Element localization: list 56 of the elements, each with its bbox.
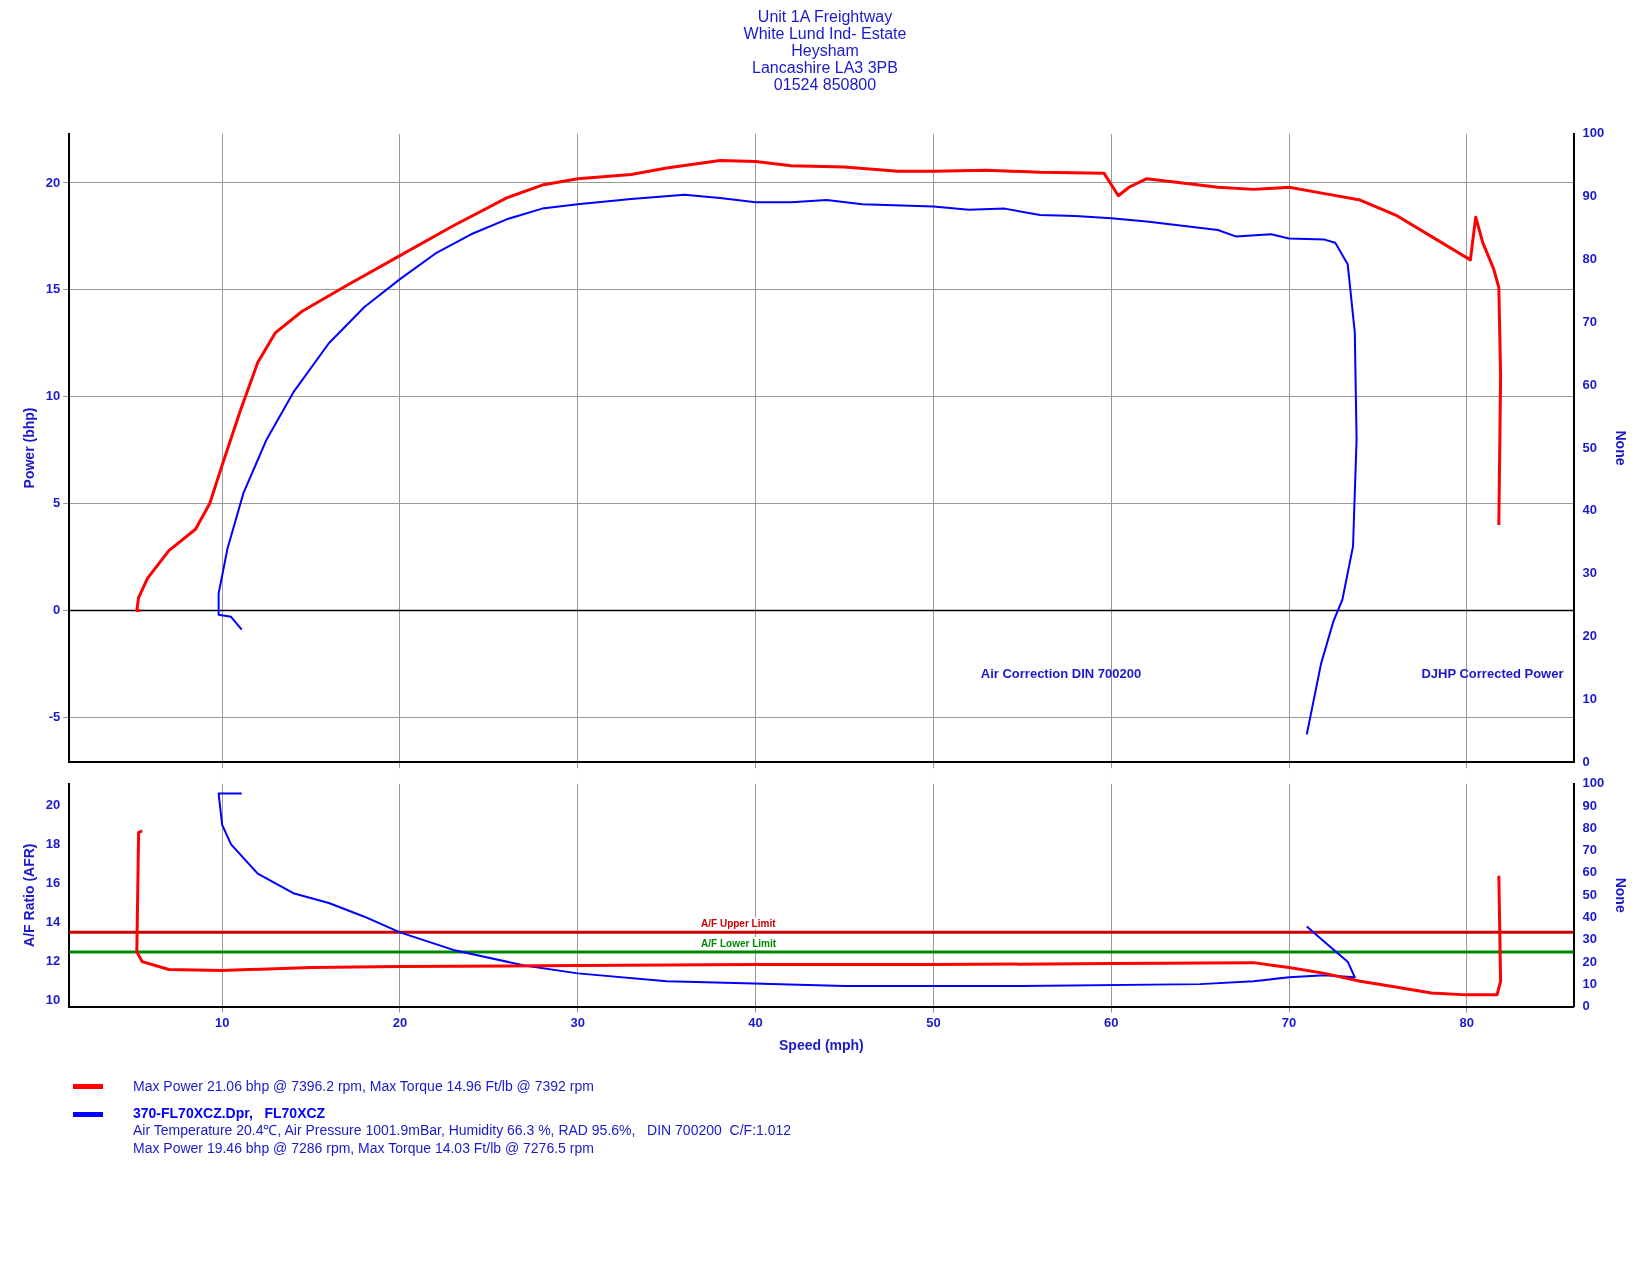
y-axis-title: A/F Ratio (AFR) — [21, 843, 38, 947]
y2-axis-title: None — [1612, 877, 1629, 913]
x-tick-label: 70 — [1281, 1014, 1297, 1030]
x-tick-label: 80 — [1459, 1014, 1475, 1030]
y-tick-label: 20 — [45, 796, 61, 812]
annotation: Air Correction DIN 700200 — [980, 665, 1142, 681]
y2-tick-label: 80 — [1582, 251, 1597, 267]
y2-tick-label: 90 — [1582, 188, 1597, 204]
y-tick-label: 0 — [53, 602, 61, 618]
y2-tick-label: 100 — [1582, 775, 1605, 791]
y-tick-label: 12 — [45, 953, 61, 969]
text: Max Power 21.06 bhp @ 7396.2 rpm, Max Torque 14.96 Ft/lb @ 7392 rpm — [133, 1077, 594, 1095]
text: Air Temperature 20.4℃, Air Pressure 1001.9mBar, Humidity 66.3 %, RAD 95.6%, DIN 700200 C/F:1.012 — [133, 1121, 792, 1139]
y2-tick-label: 40 — [1582, 909, 1597, 925]
y-tick-label: 10 — [45, 388, 61, 404]
y-tick-label: -5 — [48, 708, 61, 724]
y2-tick-label: 50 — [1582, 886, 1597, 902]
y2-tick-label: 60 — [1582, 376, 1597, 392]
y2-tick-label: 50 — [1582, 439, 1597, 455]
x-tick-label: 20 — [392, 1014, 408, 1030]
y-tick-label: 15 — [45, 281, 61, 297]
y2-tick-label: 40 — [1582, 502, 1597, 518]
y-tick-label: 18 — [45, 835, 61, 851]
y2-tick-label: 60 — [1582, 864, 1597, 880]
y2-tick-label: 70 — [1582, 842, 1597, 858]
x-tick-label: 60 — [1103, 1014, 1119, 1030]
text: Max Power 19.46 bhp @ 7286 rpm, Max Torque 14.03 Ft/lb @ 7276.5 rpm — [133, 1139, 595, 1157]
y2-tick-label: 90 — [1582, 797, 1597, 813]
ref-line-label: A/F Lower Limit — [701, 937, 777, 949]
y-tick-label: 14 — [45, 914, 62, 930]
y2-tick-label: 0 — [1582, 998, 1590, 1014]
y2-tick-label: 70 — [1582, 313, 1597, 329]
legend-label: 370-FL70XCZ.Dpr, FL70XCZ — [133, 1105, 327, 1121]
annotation: DJHP Corrected Power — [1421, 665, 1564, 681]
y2-tick-label: 30 — [1582, 931, 1597, 947]
y2-tick-label: 100 — [1582, 125, 1605, 141]
chart-subtitle: Unit 1A Freightway White Lund Ind- Estate Heysham Lancashire LA3 3PB 01524 850800 — [742, 8, 908, 93]
y2-tick-label: 10 — [1582, 975, 1597, 991]
x-tick-label: 30 — [570, 1014, 586, 1030]
y-tick-label: 16 — [45, 875, 61, 891]
y2-tick-label: 30 — [1582, 565, 1597, 581]
ref-line-label: A/F Upper Limit — [701, 918, 777, 930]
y-tick-label: 20 — [45, 174, 61, 190]
y2-tick-label: 20 — [1582, 953, 1597, 969]
x-axis-title: Speed (mph) — [778, 1037, 864, 1054]
y-axis-title: Power (bhp) — [21, 407, 38, 489]
y-tick-label: 5 — [53, 495, 61, 511]
y2-tick-label: 0 — [1582, 753, 1590, 769]
x-tick-label: 50 — [926, 1014, 941, 1030]
x-tick-label: 10 — [214, 1014, 230, 1030]
y2-tick-label: 20 — [1582, 628, 1597, 644]
x-tick-label: 40 — [748, 1014, 763, 1030]
y-tick-label: 10 — [45, 992, 61, 1008]
y2-tick-label: 80 — [1582, 819, 1597, 835]
y2-tick-label: 10 — [1582, 690, 1597, 706]
y2-axis-title: None — [1612, 430, 1629, 466]
